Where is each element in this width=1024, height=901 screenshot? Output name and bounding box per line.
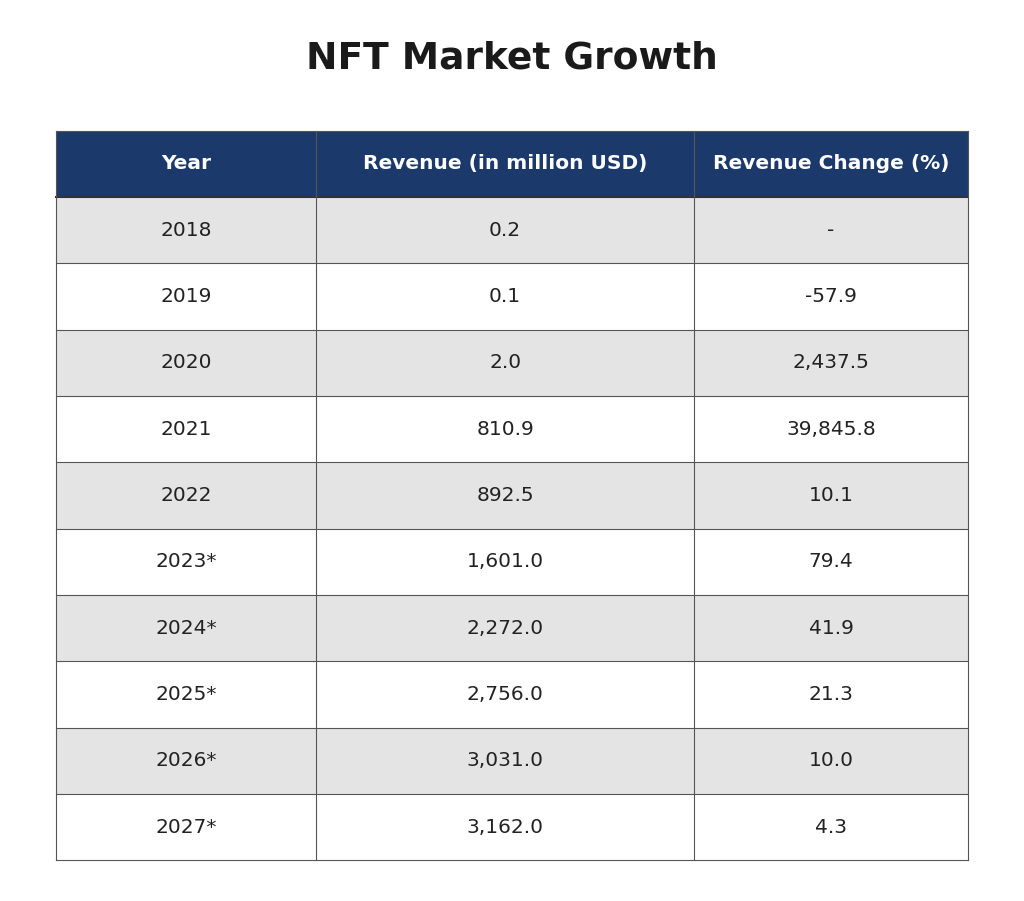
Bar (56, 595, 316, 661)
Bar (694, 197, 968, 263)
Text: 39,845.8: 39,845.8 (786, 420, 876, 439)
Bar (56, 462, 316, 529)
Bar (694, 794, 968, 860)
Bar (694, 330, 968, 396)
Text: 10.0: 10.0 (809, 751, 853, 770)
Text: 79.4: 79.4 (809, 552, 853, 571)
Text: 2024*: 2024* (156, 619, 217, 638)
Bar (56, 794, 316, 860)
Bar (694, 462, 968, 529)
Bar (316, 595, 694, 661)
Bar (316, 794, 694, 860)
Text: Revenue (in million USD): Revenue (in million USD) (362, 154, 647, 173)
Bar (316, 728, 694, 794)
Bar (316, 529, 694, 595)
Text: 0.2: 0.2 (489, 221, 521, 240)
Bar (56, 728, 316, 794)
Text: 2027*: 2027* (156, 818, 217, 837)
Text: 810.9: 810.9 (476, 420, 535, 439)
Text: 3,162.0: 3,162.0 (467, 818, 544, 837)
Bar (694, 396, 968, 462)
Bar (56, 661, 316, 728)
Text: 41.9: 41.9 (809, 619, 853, 638)
Bar (56, 396, 316, 462)
Bar (316, 661, 694, 728)
Text: 21.3: 21.3 (809, 685, 853, 704)
Text: -57.9: -57.9 (805, 287, 857, 306)
Text: 2025*: 2025* (156, 685, 217, 704)
Text: 3,031.0: 3,031.0 (467, 751, 544, 770)
Text: 10.1: 10.1 (809, 486, 853, 505)
Text: 4.3: 4.3 (815, 818, 847, 837)
Bar (694, 595, 968, 661)
Text: 2019: 2019 (161, 287, 212, 306)
Text: 2.0: 2.0 (489, 353, 521, 372)
Text: 1,601.0: 1,601.0 (467, 552, 544, 571)
Bar (316, 131, 694, 197)
Bar (56, 197, 316, 263)
Bar (56, 529, 316, 595)
Bar (316, 462, 694, 529)
Bar (316, 197, 694, 263)
Text: 2,437.5: 2,437.5 (793, 353, 869, 372)
Text: 0.1: 0.1 (489, 287, 521, 306)
Bar (694, 529, 968, 595)
Bar (316, 330, 694, 396)
Text: -: - (827, 221, 835, 240)
Text: Revenue Change (%): Revenue Change (%) (713, 154, 949, 173)
Bar (316, 396, 694, 462)
Text: 2020: 2020 (161, 353, 212, 372)
Bar (56, 263, 316, 330)
Text: NFT Market Growth: NFT Market Growth (306, 41, 718, 77)
Text: 2023*: 2023* (156, 552, 217, 571)
Bar (694, 131, 968, 197)
Bar (694, 661, 968, 728)
Bar (56, 330, 316, 396)
Text: 2026*: 2026* (156, 751, 217, 770)
Text: 892.5: 892.5 (476, 486, 534, 505)
Text: 2018: 2018 (161, 221, 212, 240)
Text: 2022: 2022 (161, 486, 212, 505)
Text: Year: Year (161, 154, 211, 173)
Text: 2,756.0: 2,756.0 (467, 685, 544, 704)
Text: 2021: 2021 (161, 420, 212, 439)
Bar (316, 263, 694, 330)
Bar (694, 728, 968, 794)
Bar (56, 131, 316, 197)
Text: 2,272.0: 2,272.0 (467, 619, 544, 638)
Bar (694, 263, 968, 330)
